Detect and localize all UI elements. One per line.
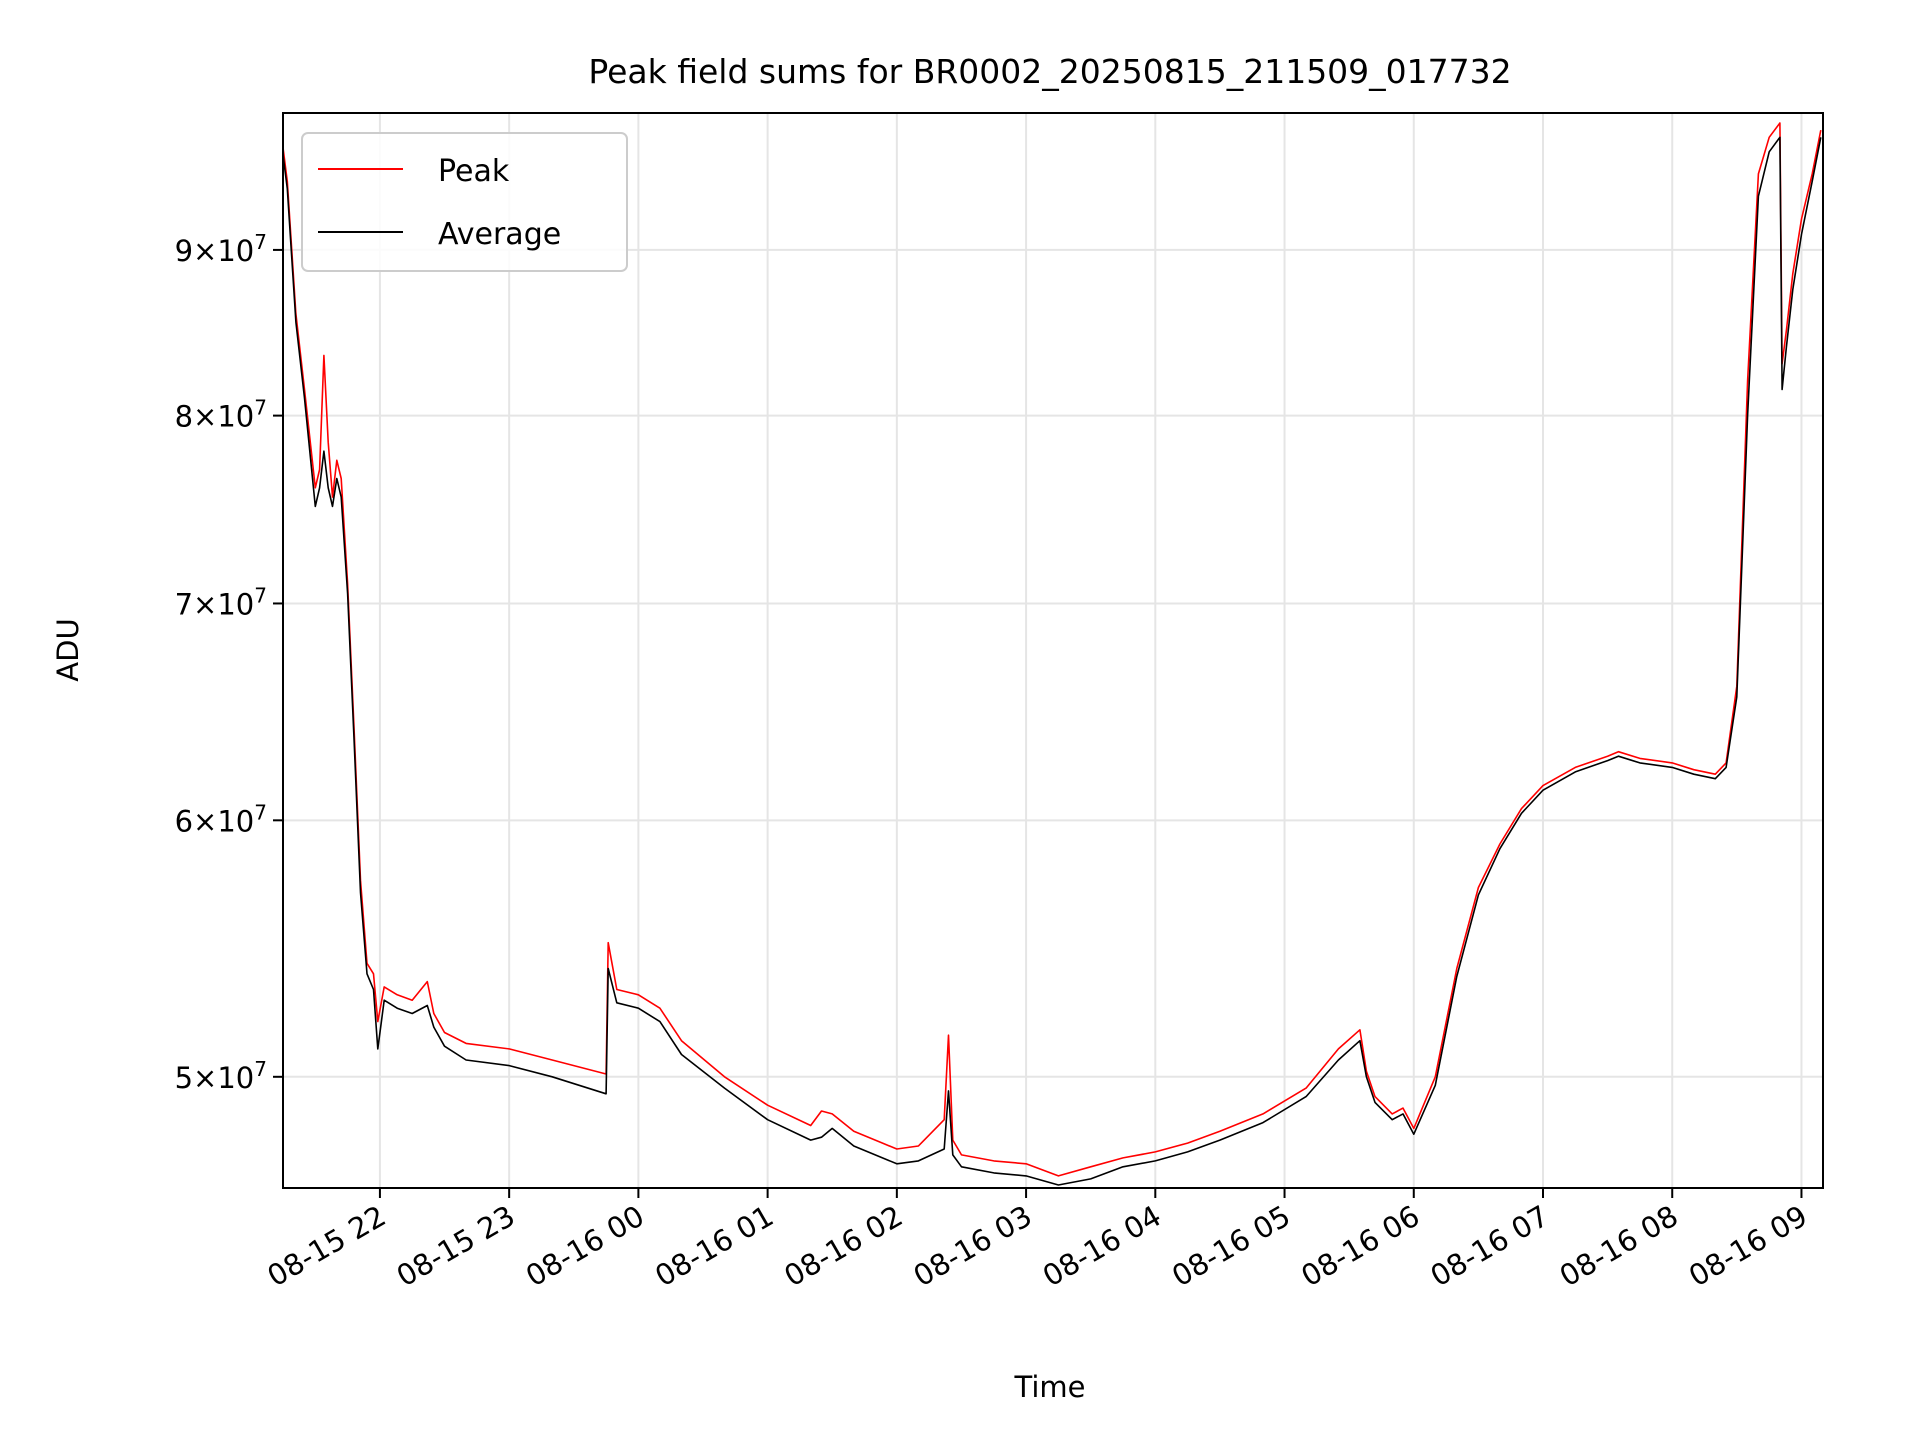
chart-title: Peak field sums for BR0002_20250815_2115… bbox=[588, 52, 1511, 91]
y-axis-label: ADU bbox=[51, 618, 85, 681]
grid bbox=[283, 113, 1823, 1188]
legend-label-average: Average bbox=[438, 217, 561, 252]
x-axis-label: Time bbox=[1014, 1370, 1086, 1404]
y-tick-label: 5×107 bbox=[175, 1057, 267, 1095]
series-line-peak bbox=[282, 122, 1822, 1177]
y-axis: 5×107 6×107 7×107 8×107 9×107 bbox=[175, 230, 283, 1095]
y-tick-label: 8×107 bbox=[175, 396, 267, 434]
legend-label-peak: Peak bbox=[438, 154, 510, 189]
series-line-average bbox=[282, 136, 1822, 1186]
series-layer bbox=[282, 122, 1822, 1186]
y-tick-label: 7×107 bbox=[175, 583, 267, 621]
y-tick-label: 9×107 bbox=[175, 230, 267, 268]
plot-frame bbox=[282, 112, 1824, 1189]
legend-box bbox=[301, 132, 628, 272]
legend: Peak Average bbox=[301, 132, 628, 272]
y-tick-label: 6×107 bbox=[175, 800, 267, 838]
